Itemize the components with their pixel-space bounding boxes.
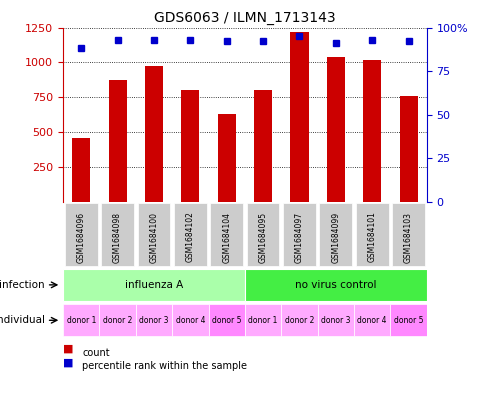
FancyBboxPatch shape [210,203,242,266]
Bar [363,60,380,202]
FancyBboxPatch shape [65,203,97,266]
Bar [254,90,272,202]
FancyBboxPatch shape [99,304,136,336]
FancyBboxPatch shape [392,203,424,266]
Text: ■: ■ [63,344,74,354]
FancyBboxPatch shape [174,203,206,266]
FancyBboxPatch shape [246,203,279,266]
Text: GSM1684103: GSM1684103 [403,211,412,263]
FancyBboxPatch shape [355,203,388,266]
FancyBboxPatch shape [136,304,172,336]
Bar [108,81,126,202]
Text: GSM1684100: GSM1684100 [149,211,158,263]
Bar [290,32,308,202]
FancyBboxPatch shape [319,203,351,266]
Text: percentile rank within the sample: percentile rank within the sample [82,361,247,371]
Text: GSM1684099: GSM1684099 [331,211,340,263]
FancyBboxPatch shape [244,304,281,336]
FancyBboxPatch shape [101,203,134,266]
FancyBboxPatch shape [281,304,317,336]
Text: infection: infection [0,280,45,290]
Bar [145,66,163,202]
Text: GSM1684101: GSM1684101 [367,211,376,263]
FancyBboxPatch shape [353,304,390,336]
Bar [217,114,235,202]
FancyBboxPatch shape [283,203,315,266]
Text: donor 1: donor 1 [248,316,277,325]
Title: GDS6063 / ILMN_1713143: GDS6063 / ILMN_1713143 [154,11,335,25]
Text: GSM1684102: GSM1684102 [185,211,195,263]
FancyBboxPatch shape [63,304,99,336]
Text: no virus control: no virus control [294,280,376,290]
Text: donor 3: donor 3 [139,316,168,325]
FancyBboxPatch shape [208,304,244,336]
FancyBboxPatch shape [172,304,208,336]
Text: individual: individual [0,315,45,325]
Bar [326,57,344,202]
Text: GSM1684097: GSM1684097 [294,211,303,263]
FancyBboxPatch shape [137,203,170,266]
Text: GSM1684104: GSM1684104 [222,211,231,263]
Text: donor 4: donor 4 [175,316,205,325]
Text: donor 2: donor 2 [103,316,132,325]
Text: donor 3: donor 3 [320,316,350,325]
Text: influenza A: influenza A [124,280,183,290]
Text: count: count [82,347,110,358]
FancyBboxPatch shape [244,269,426,301]
Text: donor 4: donor 4 [357,316,386,325]
Bar [399,96,417,202]
Text: donor 5: donor 5 [393,316,423,325]
Text: donor 1: donor 1 [66,316,96,325]
Text: GSM1684096: GSM1684096 [76,211,86,263]
Text: GSM1684095: GSM1684095 [258,211,267,263]
Text: donor 2: donor 2 [284,316,314,325]
Text: GSM1684098: GSM1684098 [113,211,122,263]
FancyBboxPatch shape [390,304,426,336]
Text: donor 5: donor 5 [212,316,241,325]
Bar [181,90,199,202]
FancyBboxPatch shape [63,269,244,301]
Bar [72,138,90,202]
FancyBboxPatch shape [317,304,353,336]
Text: ■: ■ [63,358,74,367]
